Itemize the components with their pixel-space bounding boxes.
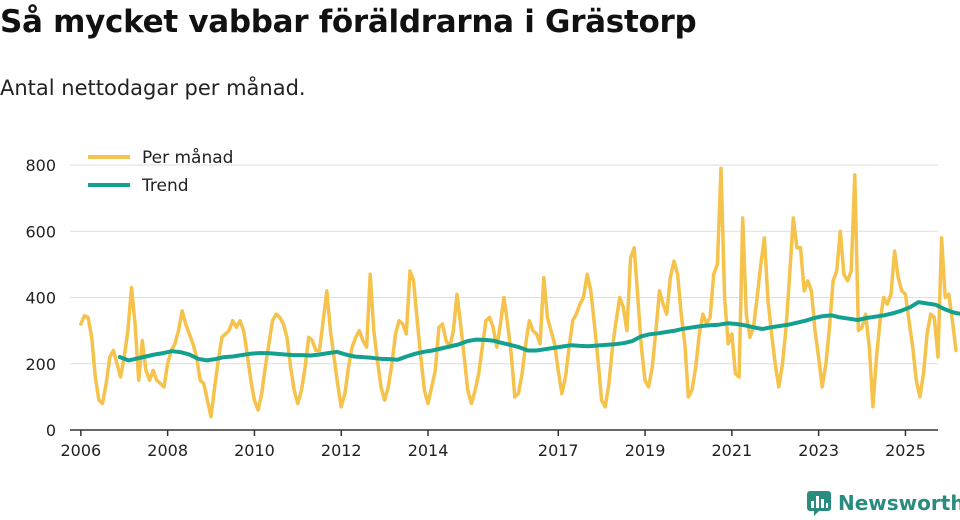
line-chart: 0 200 400 600 800 2006 2008 2010 2012 2014 2017 201… (25, 147, 960, 460)
monthly-series-line (79, 166, 958, 419)
legend-label: Trend (141, 176, 189, 196)
y-tick-label: 600 (25, 222, 56, 241)
x-tick-label: 2006 (60, 441, 101, 460)
chart-title: Så mycket vabbar föräldrarna i Grästorp (0, 4, 697, 40)
x-tick-label: 2012 (321, 441, 362, 460)
x-tick-label: 2017 (538, 441, 579, 460)
brand-name: Newsworthy (838, 491, 960, 515)
chart-subtitle: Antal nettodagar per månad. (0, 76, 306, 100)
brand-logo: Newsworthy (806, 490, 960, 516)
bar-chart-icon (807, 491, 831, 516)
x-tick-label: 2014 (408, 441, 449, 460)
y-tick-label: 800 (25, 156, 56, 175)
x-tick-label: 2019 (625, 441, 666, 460)
y-tick-label: 200 (25, 355, 56, 374)
x-tick-label: 2025 (885, 441, 926, 460)
x-tick-label: 2023 (798, 441, 839, 460)
x-tick-label: 2008 (147, 441, 188, 460)
y-tick-label: 0 (46, 421, 56, 440)
y-tick-label: 400 (25, 289, 56, 308)
x-tick-label: 2010 (234, 441, 275, 460)
x-tick-label: 2021 (711, 441, 752, 460)
legend-label: Per månad (142, 147, 233, 168)
trend-series-line (117, 300, 960, 363)
